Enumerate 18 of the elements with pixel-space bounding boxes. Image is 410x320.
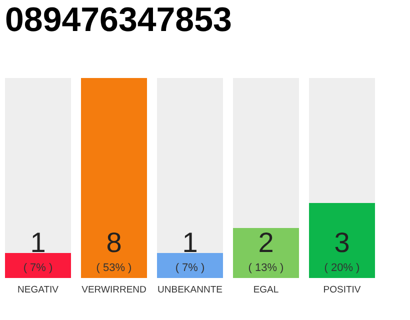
annotation: ( 53% ): [96, 262, 132, 274]
x-tick-label: UNBEKANNTE: [158, 284, 222, 296]
data-label: 8: [106, 227, 122, 258]
x-tick-label: VERWIRREND: [82, 284, 147, 296]
data-label: 2: [258, 227, 274, 258]
data-label: 1: [30, 227, 46, 258]
x-tick-label: NEGATIV: [18, 284, 60, 296]
annotation: ( 13% ): [248, 262, 284, 274]
annotation: ( 20% ): [324, 262, 360, 274]
data-label: 3: [334, 227, 350, 258]
x-tick-label: POSITIV: [323, 284, 362, 296]
annotation: ( 7% ): [23, 262, 53, 274]
bar: [157, 253, 223, 278]
x-tick-label: EGAL: [253, 284, 279, 296]
data-label: 1: [182, 227, 198, 258]
annotation: ( 7% ): [175, 262, 205, 274]
bar: [5, 253, 71, 278]
chart-title: 089476347853: [5, 1, 232, 39]
